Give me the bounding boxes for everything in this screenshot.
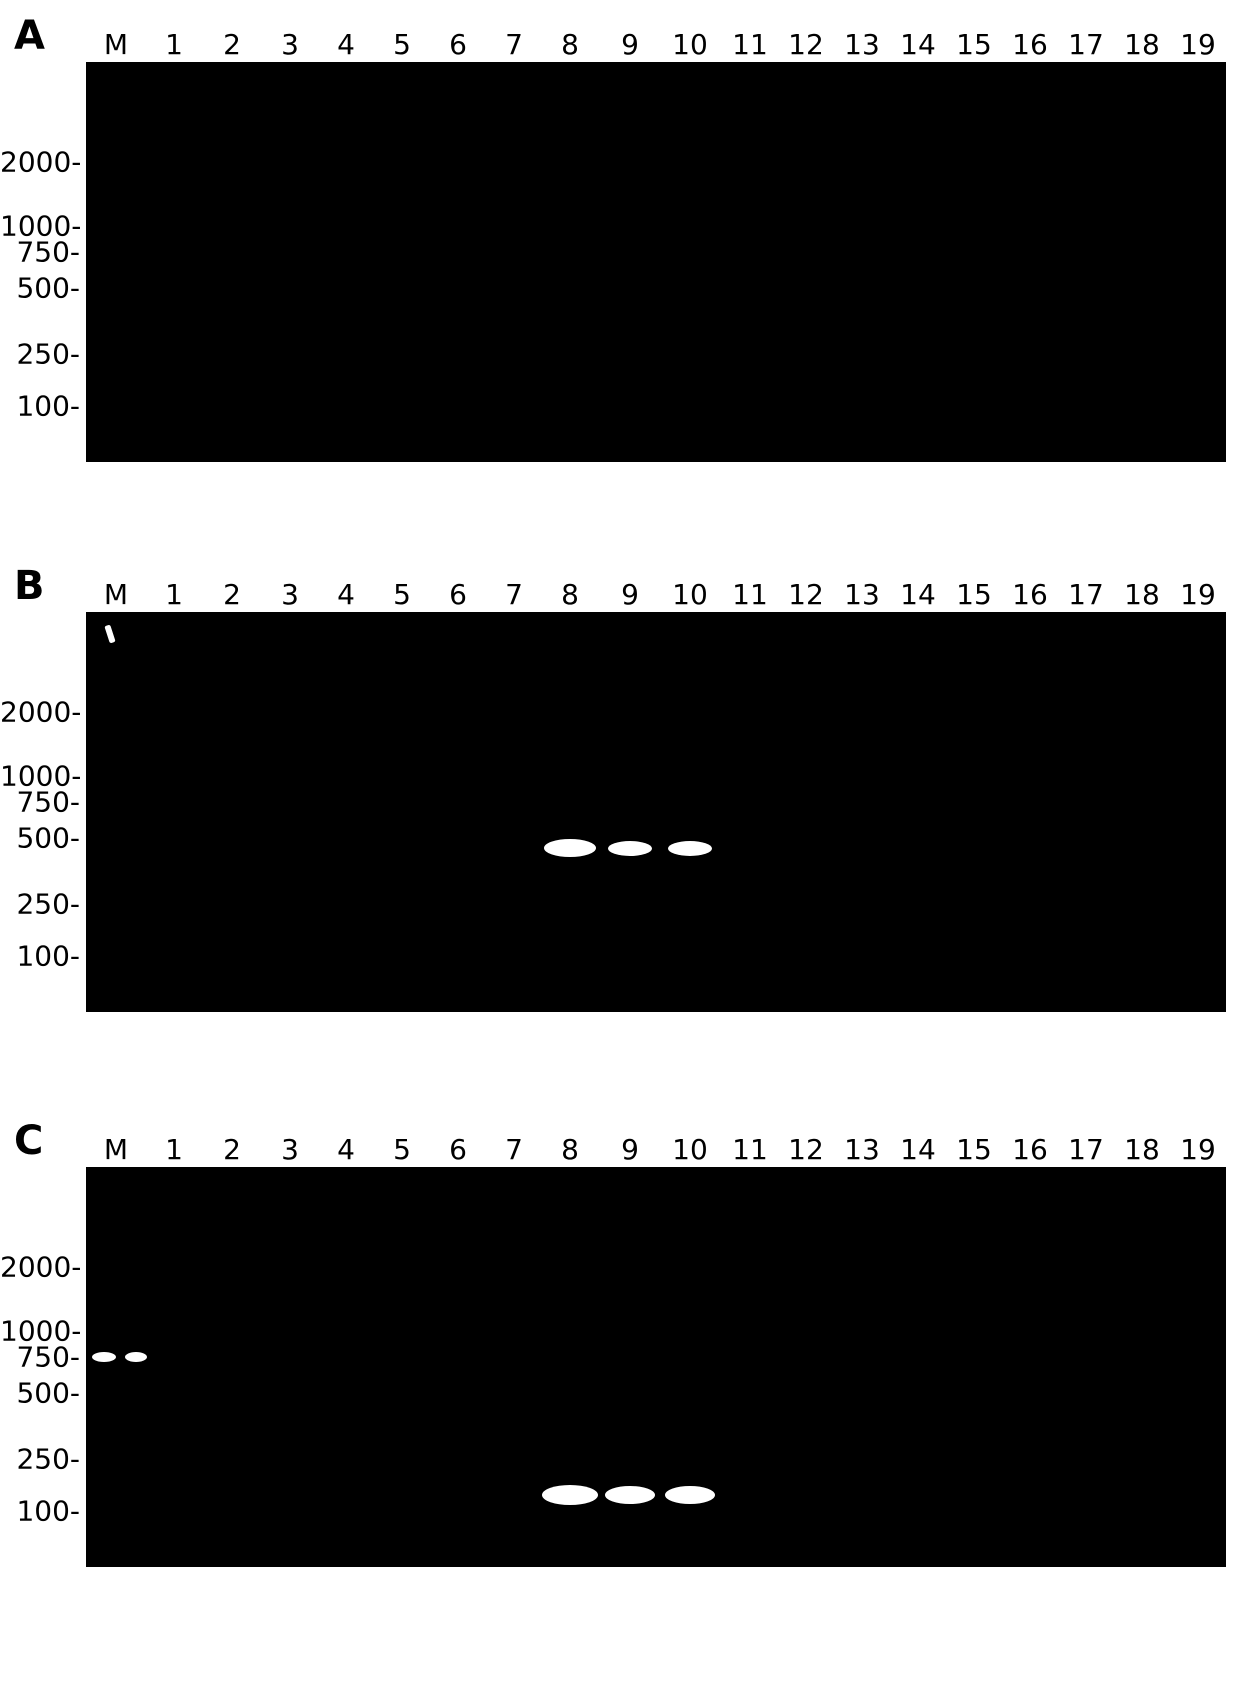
lane-label: 17 xyxy=(1068,1133,1104,1166)
panel-letter-B: B xyxy=(14,563,45,609)
panel-letter-A: A xyxy=(14,13,45,59)
lane-label: 1 xyxy=(165,1133,183,1166)
lane-label: 1 xyxy=(165,28,183,61)
lane-label: 15 xyxy=(956,578,992,611)
lane-label: 3 xyxy=(281,578,299,611)
lane-label: 5 xyxy=(393,1133,411,1166)
gel-image-A xyxy=(86,62,1226,462)
lane-label: 16 xyxy=(1012,578,1048,611)
lane-label: 14 xyxy=(900,28,936,61)
panel-B: BM123456789101112131415161718192000-1000… xyxy=(0,560,1240,1030)
lane-label: 7 xyxy=(505,28,523,61)
lane-label: 8 xyxy=(561,1133,579,1166)
lane-label: 12 xyxy=(788,28,824,61)
marker-label: 100- xyxy=(0,1495,80,1528)
lane-label: 8 xyxy=(561,28,579,61)
lane-label: 9 xyxy=(621,1133,639,1166)
marker-label: 2000- xyxy=(0,146,80,179)
lane-label: 11 xyxy=(732,28,768,61)
lane-label: M xyxy=(104,28,128,61)
lane-label: 3 xyxy=(281,1133,299,1166)
gel-band xyxy=(665,1486,715,1504)
marker-label: 500- xyxy=(0,822,80,855)
lane-label: 15 xyxy=(956,28,992,61)
gel-band xyxy=(544,839,596,857)
lane-label: 14 xyxy=(900,1133,936,1166)
marker-label: 750- xyxy=(0,1341,80,1374)
panel-C: CM123456789101112131415161718192000-1000… xyxy=(0,1115,1240,1585)
lane-label: 13 xyxy=(844,28,880,61)
lane-label: 10 xyxy=(672,1133,708,1166)
lane-label: 11 xyxy=(732,578,768,611)
lane-label: 12 xyxy=(788,578,824,611)
lane-label: 18 xyxy=(1124,578,1160,611)
lane-label: 15 xyxy=(956,1133,992,1166)
marker-label: 500- xyxy=(0,272,80,305)
marker-label: 750- xyxy=(0,786,80,819)
lane-label: 4 xyxy=(337,578,355,611)
lane-label: 6 xyxy=(449,578,467,611)
lane-label: 13 xyxy=(844,1133,880,1166)
marker-label: 100- xyxy=(0,390,80,423)
lane-label: 16 xyxy=(1012,1133,1048,1166)
lane-label: 10 xyxy=(672,578,708,611)
lane-label: 10 xyxy=(672,28,708,61)
lane-label: 17 xyxy=(1068,28,1104,61)
marker-label: 250- xyxy=(0,888,80,921)
marker-label: 2000- xyxy=(0,696,80,729)
lane-label: 2 xyxy=(223,28,241,61)
marker-label: 250- xyxy=(0,338,80,371)
lane-label: 19 xyxy=(1180,1133,1216,1166)
lane-label: 8 xyxy=(561,578,579,611)
lane-label: 2 xyxy=(223,1133,241,1166)
gel-band xyxy=(605,1486,655,1504)
marker-label: 750- xyxy=(0,236,80,269)
lane-label: 19 xyxy=(1180,578,1216,611)
lane-label: 3 xyxy=(281,28,299,61)
page-root: AM123456789101112131415161718192000-1000… xyxy=(0,0,1240,1687)
lane-label: 13 xyxy=(844,578,880,611)
marker-label: 2000- xyxy=(0,1251,80,1284)
lane-label: 16 xyxy=(1012,28,1048,61)
gel-band xyxy=(668,841,712,856)
lane-label: 11 xyxy=(732,1133,768,1166)
gel-image-C xyxy=(86,1167,1226,1567)
marker-label: 100- xyxy=(0,940,80,973)
gel-band xyxy=(125,1352,147,1362)
lane-label: 6 xyxy=(449,1133,467,1166)
marker-label: 250- xyxy=(0,1443,80,1476)
lane-label: 7 xyxy=(505,1133,523,1166)
gel-image-B xyxy=(86,612,1226,1012)
marker-label: 500- xyxy=(0,1377,80,1410)
lane-label: 6 xyxy=(449,28,467,61)
gel-band xyxy=(608,841,652,856)
lane-label: M xyxy=(104,578,128,611)
lane-label: 5 xyxy=(393,578,411,611)
lane-label: 4 xyxy=(337,1133,355,1166)
panel-A: AM123456789101112131415161718192000-1000… xyxy=(0,10,1240,480)
lane-label: 5 xyxy=(393,28,411,61)
gel-band xyxy=(542,1485,598,1505)
lane-label: 19 xyxy=(1180,28,1216,61)
lane-label: M xyxy=(104,1133,128,1166)
lane-label: 18 xyxy=(1124,28,1160,61)
lane-label: 17 xyxy=(1068,578,1104,611)
lane-label: 7 xyxy=(505,578,523,611)
lane-label: 14 xyxy=(900,578,936,611)
lane-label: 2 xyxy=(223,578,241,611)
lane-label: 9 xyxy=(621,578,639,611)
gel-band xyxy=(92,1352,116,1362)
lane-label: 4 xyxy=(337,28,355,61)
lane-label: 1 xyxy=(165,578,183,611)
lane-label: 12 xyxy=(788,1133,824,1166)
lane-label: 18 xyxy=(1124,1133,1160,1166)
lane-label: 9 xyxy=(621,28,639,61)
panel-letter-C: C xyxy=(14,1118,43,1164)
